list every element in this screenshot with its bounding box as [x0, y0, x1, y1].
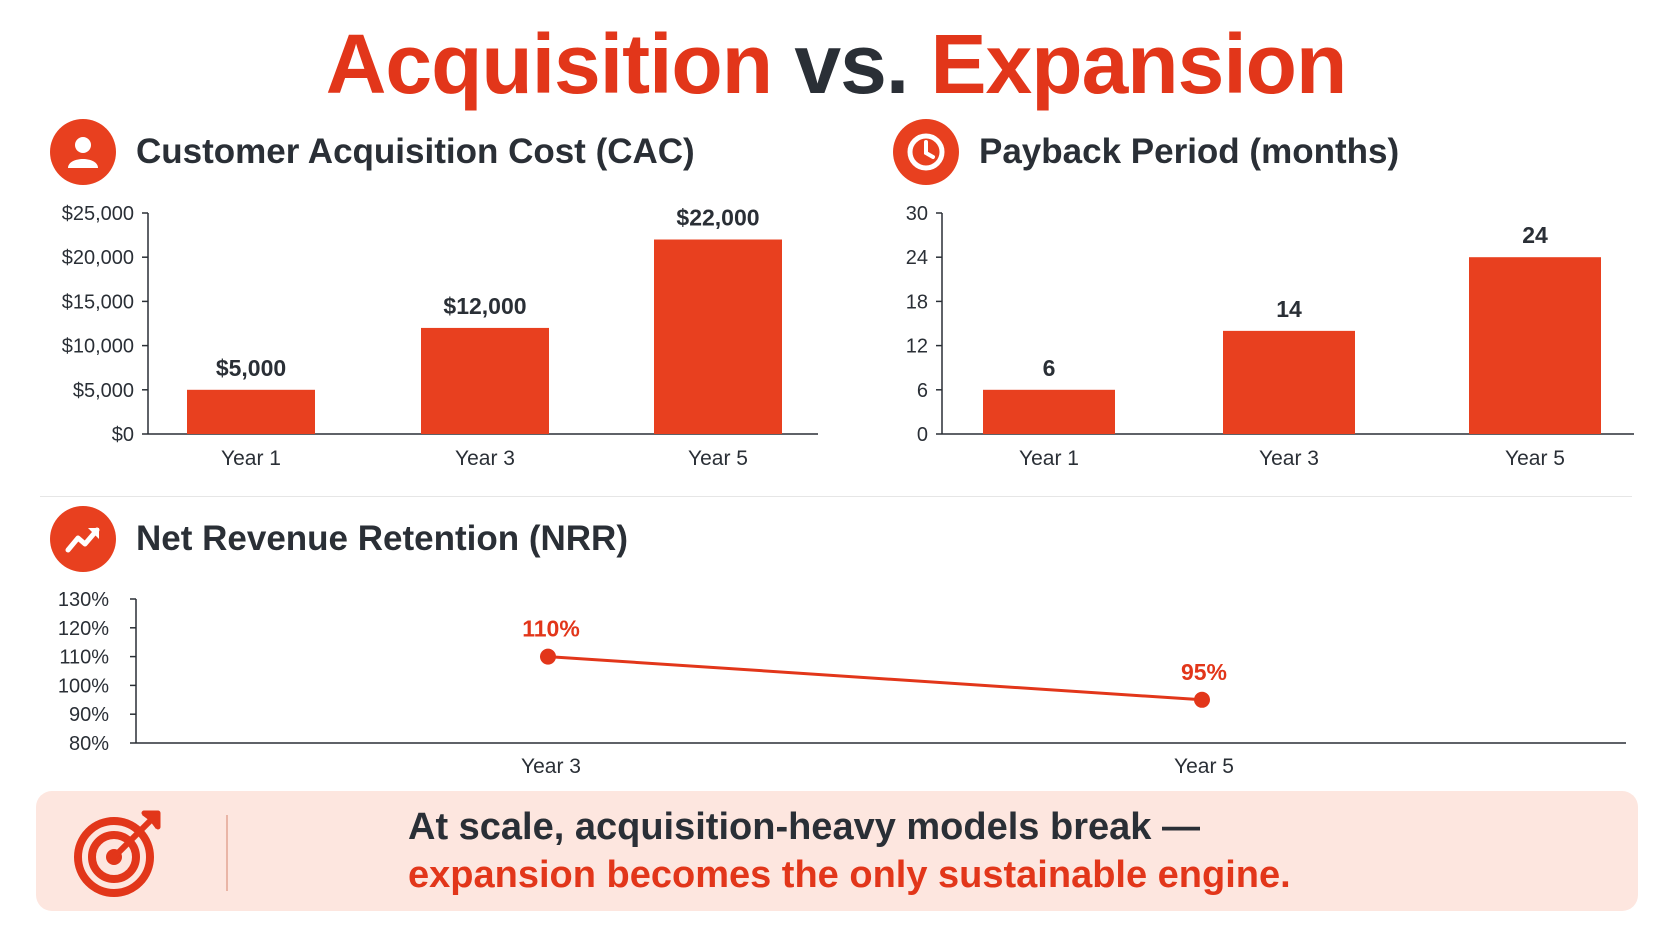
cac-panel-header: Customer Acquisition Cost (CAC) [50, 119, 695, 185]
nrr-data-label: 110% [522, 616, 580, 642]
cac-panel-title: Customer Acquisition Cost (CAC) [136, 132, 695, 171]
payback-y-tick-label: 30 [906, 203, 928, 225]
nrr-point [540, 648, 556, 665]
nrr-point [1194, 691, 1210, 708]
takeaway-banner: At scale, acquisition-heavy models break… [36, 791, 1638, 911]
payback-panel-header: Payback Period (months) [893, 119, 1399, 185]
cac-bar [421, 327, 549, 434]
nrr-y-tick-label: 130% [58, 589, 109, 611]
cac-data-label: $22,000 [676, 205, 759, 231]
banner-line-2: expansion becomes the only sustainable e… [408, 854, 1291, 896]
nrr-y-tick-label: 120% [58, 618, 109, 640]
section-divider [40, 496, 1632, 497]
cac-y-tick-label: $25,000 [62, 203, 134, 225]
payback-y-tick-label: 0 [917, 424, 928, 446]
nrr-y-tick-label: 80% [69, 733, 109, 755]
cac-y-tick-label: $15,000 [62, 291, 134, 313]
nrr-x-tick-label: Year 5 [1174, 755, 1234, 778]
cac-x-tick-label: Year 3 [455, 447, 515, 470]
nrr-y-tick-label: 90% [69, 704, 109, 726]
payback-bar [1469, 257, 1601, 434]
nrr-panel-header: Net Revenue Retention (NRR) [50, 506, 628, 572]
payback-x-tick-label: Year 3 [1259, 447, 1319, 470]
payback-y-tick-label: 18 [906, 291, 928, 313]
cac-x-tick-label: Year 5 [688, 447, 748, 470]
title-acquisition: Acquisition [325, 17, 773, 111]
cac-y-tick-label: $10,000 [62, 336, 134, 358]
cac-data-label: $5,000 [216, 355, 286, 381]
banner-line-1: At scale, acquisition-heavy models break… [408, 806, 1200, 848]
cac-x-tick-label: Year 1 [221, 447, 281, 470]
payback-x-tick-label: Year 5 [1505, 447, 1565, 470]
payback-data-label: 6 [1043, 355, 1056, 381]
page-title: Acquisition vs. Expansion [0, 14, 1672, 114]
payback-x-tick-label: Year 1 [1019, 447, 1079, 470]
payback-y-tick-label: 12 [906, 336, 928, 358]
cac-bar [187, 389, 315, 434]
nrr-panel-title: Net Revenue Retention (NRR) [136, 519, 628, 558]
banner-message: At scale, acquisition-heavy models break… [408, 803, 1291, 899]
cac-data-label: $12,000 [443, 293, 526, 319]
cac-bar [654, 239, 782, 434]
cac-y-tick-label: $0 [112, 424, 134, 446]
cac-bar-chart: $0 $5,000 $10,000 $15,000 $20,000 $25,000 $5,0… [62, 203, 818, 470]
nrr-x-tick-label: Year 3 [521, 755, 581, 778]
payback-y-tick-label: 24 [906, 247, 928, 269]
trend-up-icon [50, 506, 116, 572]
cac-y-tick-label: $20,000 [62, 247, 134, 269]
payback-bar-chart: 0 6 12 18 24 30 6 Year 1 14 Year 3 24 Year 5 [906, 203, 1634, 470]
nrr-series-line [547, 655, 1203, 702]
payback-data-label: 24 [1522, 222, 1548, 248]
title-expansion: Expansion [930, 17, 1348, 111]
payback-data-label: 14 [1276, 296, 1302, 322]
payback-bar [1223, 330, 1355, 434]
clock-icon [893, 119, 959, 185]
target-icon [70, 805, 166, 906]
payback-y-tick-label: 6 [917, 380, 928, 402]
nrr-data-label: 95% [1181, 659, 1227, 685]
cac-y-tick-label: $5,000 [73, 380, 134, 402]
payback-bar [983, 389, 1115, 434]
banner-separator [226, 815, 228, 891]
user-icon [50, 119, 116, 185]
nrr-line-chart: 80% 90% 100% 110% 120% 130% 110% Year 3 95% Year … [58, 589, 1626, 778]
nrr-y-tick-label: 110% [59, 647, 109, 669]
title-vs: vs. [794, 17, 909, 111]
nrr-y-tick-label: 100% [58, 675, 109, 697]
payback-panel-title: Payback Period (months) [979, 132, 1400, 171]
